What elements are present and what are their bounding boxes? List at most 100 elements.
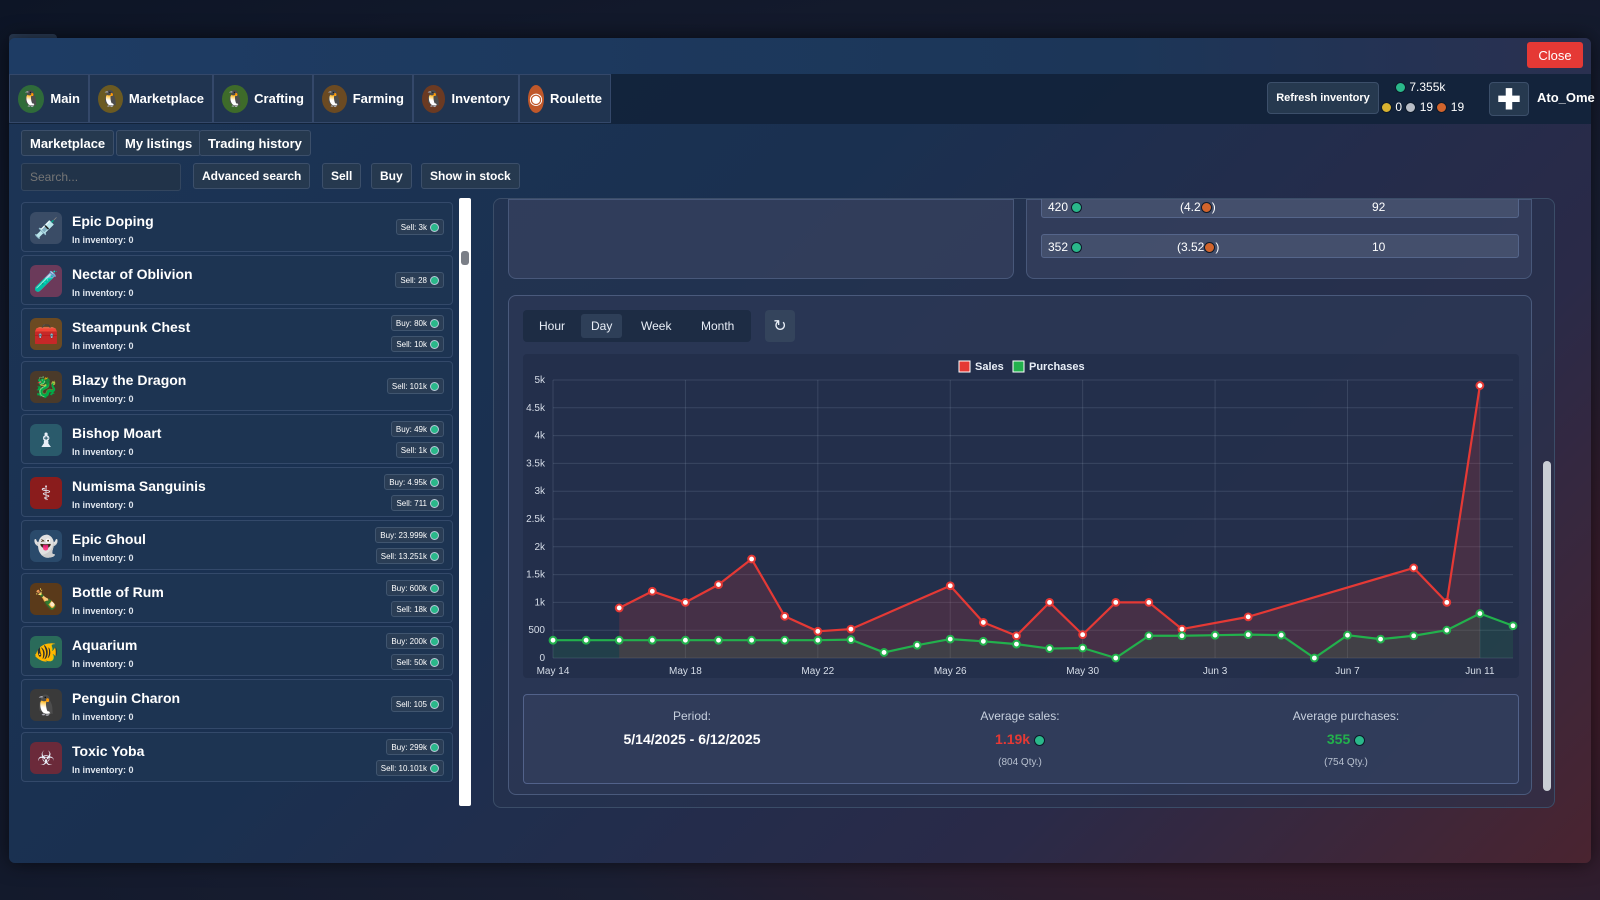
legend-swatch-purchases	[1012, 360, 1025, 373]
show-in-stock-button[interactable]: Show in stock	[421, 163, 520, 189]
data-point-sales	[1409, 563, 1419, 573]
data-point-purchases	[945, 634, 955, 644]
coin-icon	[1354, 734, 1366, 746]
avg-purchases-number: 355	[1326, 731, 1351, 747]
currency-display: 7.355k 0 19 19	[1381, 80, 1479, 120]
nav-tab-inventory[interactable]: 🐧 Inventory	[413, 74, 519, 123]
item-name: Penguin Charon	[72, 690, 181, 706]
data-point-purchases	[647, 635, 657, 645]
data-point-purchases	[846, 635, 856, 645]
add-button[interactable]: ✚	[1489, 82, 1529, 116]
sell-price: Sell: 28	[400, 275, 427, 285]
data-point-purchases	[1409, 631, 1419, 641]
coin-icon	[430, 699, 439, 709]
buy-price-badge: Buy: 23.999k	[375, 527, 444, 543]
subtab-marketplace[interactable]: Marketplace	[21, 130, 115, 156]
list-item[interactable]: 👻 Epic Ghoul In inventory: 0 Buy: 23.999k Se…	[21, 520, 453, 570]
list-item[interactable]: 🍾 Bottle of Rum In inventory: 0 Buy: 600k Se…	[21, 573, 453, 623]
nav-tab-farming[interactable]: 🐧 Farming	[313, 74, 413, 123]
subtab-my-listings[interactable]: My listings	[116, 130, 202, 156]
plot-area: 0 500 1k 1.5k 2k 2.5k 3k 3.5k 4k 4.5k 5k May 14 May …	[523, 354, 1519, 678]
detail-scrollbar[interactable]	[1542, 249, 1552, 807]
y-tick-label: 3.5k	[526, 458, 546, 469]
list-item[interactable]: ☣ Toxic Yoba In inventory: 0 Buy: 299k Sell:…	[21, 732, 453, 782]
item-name: Numisma Sanguinis	[72, 478, 206, 494]
item-inventory: In inventory: 0	[72, 712, 134, 722]
y-tick-label: 1k	[534, 597, 546, 608]
buy-price: Buy: 299k	[391, 742, 427, 752]
roulette-icon: ◉	[528, 84, 544, 113]
order-row[interactable]: 420 (4.2) 92	[1041, 199, 1519, 218]
search-input[interactable]	[21, 163, 181, 191]
y-tick-label: 4.5k	[526, 403, 546, 414]
scrollbar-thumb[interactable]	[1543, 461, 1551, 791]
series-line-purchases	[553, 612, 1514, 660]
nav-tab-roulette[interactable]: ◉ Roulette	[519, 74, 611, 123]
order-unit-price: (3.52)	[1177, 240, 1220, 254]
list-item[interactable]: 🧰 Steampunk Chest In inventory: 0 Buy: 80k S…	[21, 308, 453, 358]
data-point-purchases	[1243, 630, 1253, 640]
nav-tab-label: Inventory	[451, 91, 510, 106]
data-point-sales	[978, 618, 988, 627]
refresh-inventory-button[interactable]: Refresh inventory	[1267, 82, 1379, 114]
sell-price: Sell: 50k	[396, 657, 427, 667]
avg-sales-label: Average sales:	[980, 709, 1060, 723]
order-price: 420	[1048, 200, 1083, 214]
toxic-icon: ☣	[30, 742, 62, 774]
reload-chart-button[interactable]: ↻	[765, 310, 795, 342]
subtab-trading-history[interactable]: Trading history	[199, 130, 311, 156]
item-list: 💉 Epic Doping In inventory: 0 Sell: 3k 🧪 Nect…	[21, 198, 453, 808]
y-tick-label: 3k	[534, 486, 546, 497]
sell-price-badge: Sell: 101k	[386, 378, 444, 394]
list-item[interactable]: ♝ Bishop Moart In inventory: 0 Buy: 49k Sell…	[21, 414, 453, 464]
nav-tab-marketplace[interactable]: 🐧 Marketplace	[89, 74, 213, 123]
buy-filter-button[interactable]: Buy	[371, 163, 412, 189]
range-tab-week[interactable]: Week	[641, 319, 672, 333]
sell-filter-button[interactable]: Sell	[322, 163, 362, 189]
list-item[interactable]: 🧪 Nectar of Oblivion In inventory: 0 Sell: …	[21, 255, 453, 305]
coin-icon	[430, 477, 439, 487]
range-tab-month[interactable]: Month	[701, 319, 735, 333]
order-quantity: 92	[1372, 200, 1386, 214]
list-item[interactable]: ⚕ Numisma Sanguinis In inventory: 0 Buy: 4.…	[21, 467, 453, 517]
range-tab-hour[interactable]: Hour	[539, 319, 566, 333]
x-tick-label: May 14	[537, 666, 570, 677]
legend-swatch-sales	[958, 360, 971, 373]
item-name: Epic Doping	[72, 213, 154, 229]
buy-price: Buy: 80k	[395, 318, 427, 328]
nav-tab-label: Crafting	[254, 91, 304, 106]
x-tick-label: May 26	[934, 666, 967, 677]
sales-purchases-chart: 0 500 1k 1.5k 2k 2.5k 3k 3.5k 4k 4.5k 5k May 14 May …	[526, 360, 1518, 677]
avg-sales-number: 1.19k	[995, 731, 1031, 747]
advanced-search-button[interactable]: Advanced search	[193, 163, 311, 189]
range-tab-day[interactable]: Day	[581, 314, 623, 338]
item-inventory: In inventory: 0	[72, 288, 134, 298]
list-item[interactable]: 🐧 Penguin Charon In inventory: 0 Sell: 105	[21, 679, 453, 729]
nav-tab-main[interactable]: 🐧 Main	[9, 74, 89, 123]
sell-price: Sell: 105	[395, 699, 427, 709]
hooded-penguin-icon: 🐧	[30, 689, 62, 721]
item-name: Blazy the Dragon	[72, 372, 187, 388]
buy-price-badge: Buy: 200k	[386, 633, 444, 649]
list-item[interactable]: 🐠 Aquarium In inventory: 0 Buy: 200k Sell: 5…	[21, 626, 453, 676]
coin-icon	[430, 657, 439, 667]
item-inventory: In inventory: 0	[72, 765, 134, 775]
list-item[interactable]: 💉 Epic Doping In inventory: 0 Sell: 3k	[21, 202, 453, 252]
order-row[interactable]: 352 (3.52) 10	[1041, 234, 1519, 258]
item-inventory: In inventory: 0	[72, 394, 134, 404]
data-point-sales	[813, 626, 823, 636]
list-item[interactable]: 🐉 Blazy the Dragon In inventory: 0 Sell: 10…	[21, 361, 453, 411]
nav-tab-crafting[interactable]: 🐧 Crafting	[213, 74, 313, 123]
sell-price-badge: Sell: 13.251k	[375, 548, 444, 564]
sell-price-badge: Sell: 10k	[391, 336, 444, 352]
y-tick-label: 2.5k	[526, 514, 546, 525]
avg-purchases-qty: (754 Qty.)	[1324, 757, 1368, 768]
close-button[interactable]: Close	[1527, 42, 1583, 68]
gold-medal-icon	[1381, 102, 1392, 114]
data-point-sales	[1243, 612, 1253, 622]
data-point-sales	[1111, 598, 1121, 607]
item-name: Toxic Yoba	[72, 743, 145, 759]
scrollbar-thumb[interactable]	[461, 251, 469, 265]
sell-price: Sell: 1k	[400, 445, 427, 455]
item-list-scrollbar[interactable]	[459, 198, 471, 806]
